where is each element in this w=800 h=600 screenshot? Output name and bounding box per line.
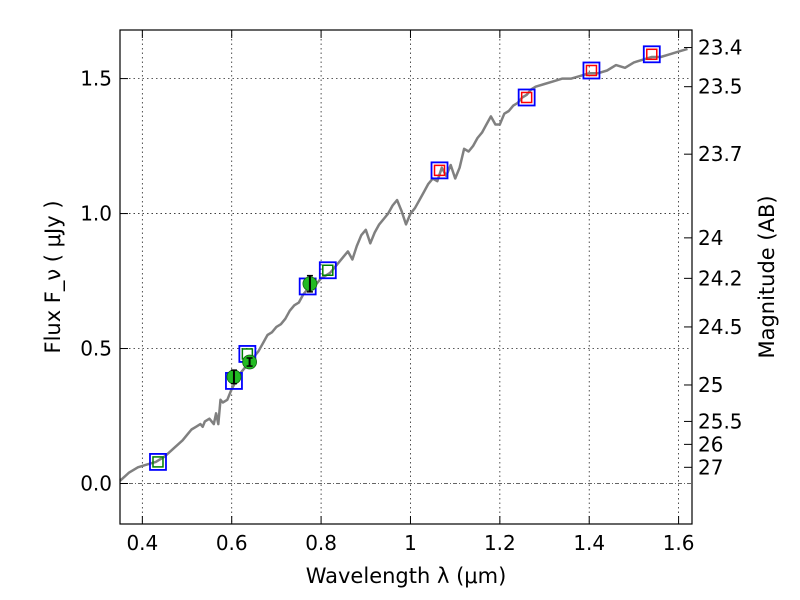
y-axis-label: Flux F_ν ( μJy ) xyxy=(41,200,66,353)
synthetic-flux-inner-square xyxy=(433,164,446,177)
synthetic-flux-square xyxy=(582,61,601,80)
magnitude-tick-label: 25 xyxy=(698,373,723,397)
model-spectrum-line xyxy=(119,47,688,482)
magnitude-tick-label: 27 xyxy=(698,455,723,479)
synthetic-flux-inner-square xyxy=(585,64,598,77)
synthetic-flux-square xyxy=(318,261,337,280)
magnitude-tick-label: 26 xyxy=(698,432,723,456)
x-tick-label: 1.2 xyxy=(484,531,516,555)
synthetic-flux-square xyxy=(642,45,661,64)
magnitude-tick-label: 24.2 xyxy=(698,266,743,290)
magnitude-tick-label: 24.5 xyxy=(698,315,743,339)
synthetic-flux-inner-square xyxy=(646,48,658,61)
x-tick-label: 0.6 xyxy=(216,531,248,555)
x-tick-label: 0.4 xyxy=(126,531,158,555)
synthetic-flux-inner-square xyxy=(152,456,164,468)
y-tick-label: 0.5 xyxy=(80,337,112,361)
grid xyxy=(120,30,692,524)
x-axis-label: Wavelength λ (μm) xyxy=(306,564,507,588)
y-tick-label: 1.5 xyxy=(80,67,112,91)
magnitude-tick-label: 25.5 xyxy=(698,409,743,433)
synthetic-flux-inner-square xyxy=(520,91,533,104)
magnitude-tick-label: 24 xyxy=(698,226,723,250)
axis-ticks: 0.4 0.6 0.8 1 1.2 1.4 1.6 0.0 0.5 1.0 1.5 23.4 23.5 2… xyxy=(80,30,743,555)
plot-frame xyxy=(119,29,693,525)
y-tick-label: 1.0 xyxy=(80,202,112,226)
synthetic-flux-square xyxy=(430,161,449,180)
magnitude-tick-label: 23.7 xyxy=(698,142,743,166)
synthetic-flux-square xyxy=(149,453,167,471)
magnitude-axis-label: Magnitude (AB) xyxy=(755,195,779,358)
x-tick-label: 0.8 xyxy=(305,531,337,555)
x-tick-label: 1.6 xyxy=(663,531,695,555)
x-tick-label: 1 xyxy=(404,531,417,555)
y-tick-label: 0.0 xyxy=(80,472,112,496)
x-tick-label: 1.4 xyxy=(573,531,605,555)
magnitude-tick-label: 23.5 xyxy=(698,75,743,99)
synthetic-flux-square xyxy=(517,88,536,107)
plot-area xyxy=(119,45,688,482)
synthetic-flux-inner-square xyxy=(322,264,334,277)
magnitude-tick-label: 23.4 xyxy=(698,36,743,60)
